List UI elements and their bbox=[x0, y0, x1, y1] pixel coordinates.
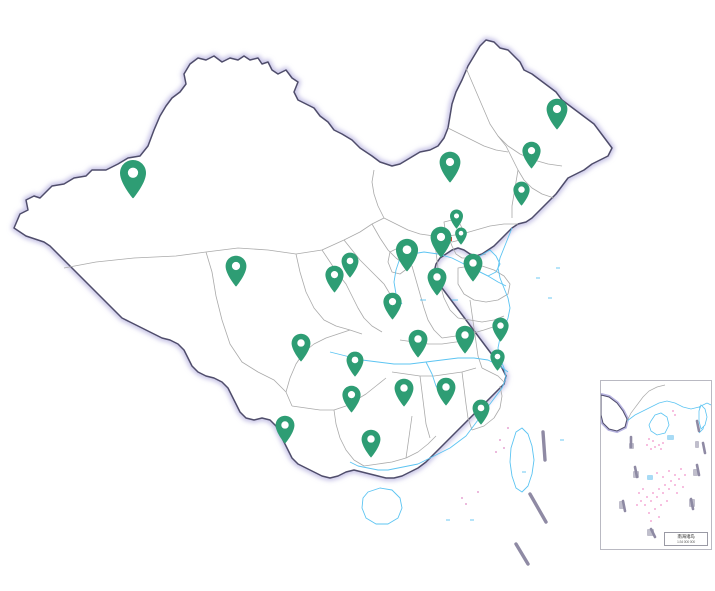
map-pin-icon[interactable] bbox=[429, 226, 453, 258]
map-pin-icon[interactable] bbox=[393, 378, 415, 407]
inset-mainland bbox=[601, 394, 628, 432]
inset-taiwan bbox=[698, 404, 708, 430]
map-pin-icon[interactable] bbox=[545, 98, 569, 130]
province-boundaries bbox=[63, 67, 563, 467]
map-pin-icon[interactable] bbox=[224, 255, 248, 287]
map-pin-icon[interactable] bbox=[340, 252, 360, 278]
map-pin-icon[interactable] bbox=[462, 253, 484, 282]
inset-reef-speckles bbox=[636, 410, 686, 522]
map-pin-icon[interactable] bbox=[489, 349, 506, 371]
nine-dash-line bbox=[514, 430, 548, 566]
map-pin-icon[interactable] bbox=[345, 351, 365, 377]
map-pin-icon[interactable] bbox=[394, 238, 420, 272]
map-pin-icon[interactable] bbox=[449, 209, 464, 229]
sea-island-speckles bbox=[461, 427, 509, 505]
map-pin-icon[interactable] bbox=[454, 227, 468, 245]
map-pin-icon[interactable] bbox=[341, 385, 362, 413]
map-pin-icon[interactable] bbox=[491, 317, 510, 342]
inset-nine-dash-line bbox=[621, 419, 707, 539]
inset-map-canvas bbox=[601, 384, 711, 539]
inset-gray-islands bbox=[619, 441, 699, 536]
map-pin-icon[interactable] bbox=[324, 265, 345, 293]
inset-legend-title: 南海诸岛 bbox=[677, 534, 695, 539]
inset-legend-scale: 1:34 000 000 bbox=[676, 539, 696, 544]
map-pin-icon[interactable] bbox=[382, 292, 403, 320]
map-pin-icon[interactable] bbox=[454, 325, 476, 354]
south-china-sea-inset: 南海诸岛 1:34 000 000 bbox=[600, 380, 712, 550]
map-pin-icon[interactable] bbox=[438, 151, 462, 183]
inset-island-blobs bbox=[647, 435, 674, 480]
national-border bbox=[13, 39, 613, 479]
map-pin-icon[interactable] bbox=[471, 399, 491, 425]
map-pin-icon[interactable] bbox=[512, 181, 531, 206]
map-pin-icon[interactable] bbox=[407, 329, 429, 358]
inset-province-line bbox=[626, 384, 666, 422]
map-pin-icon[interactable] bbox=[426, 267, 448, 296]
map-pin-icon[interactable] bbox=[118, 159, 148, 199]
map-pin-icon[interactable] bbox=[435, 377, 457, 406]
map-pin-icon[interactable] bbox=[274, 415, 296, 444]
map-pin-icon[interactable] bbox=[290, 333, 312, 362]
inset-legend: 南海诸岛 1:34 000 000 bbox=[664, 532, 708, 546]
map-pin-icon[interactable] bbox=[521, 141, 542, 169]
map-pin-icon[interactable] bbox=[360, 429, 382, 458]
